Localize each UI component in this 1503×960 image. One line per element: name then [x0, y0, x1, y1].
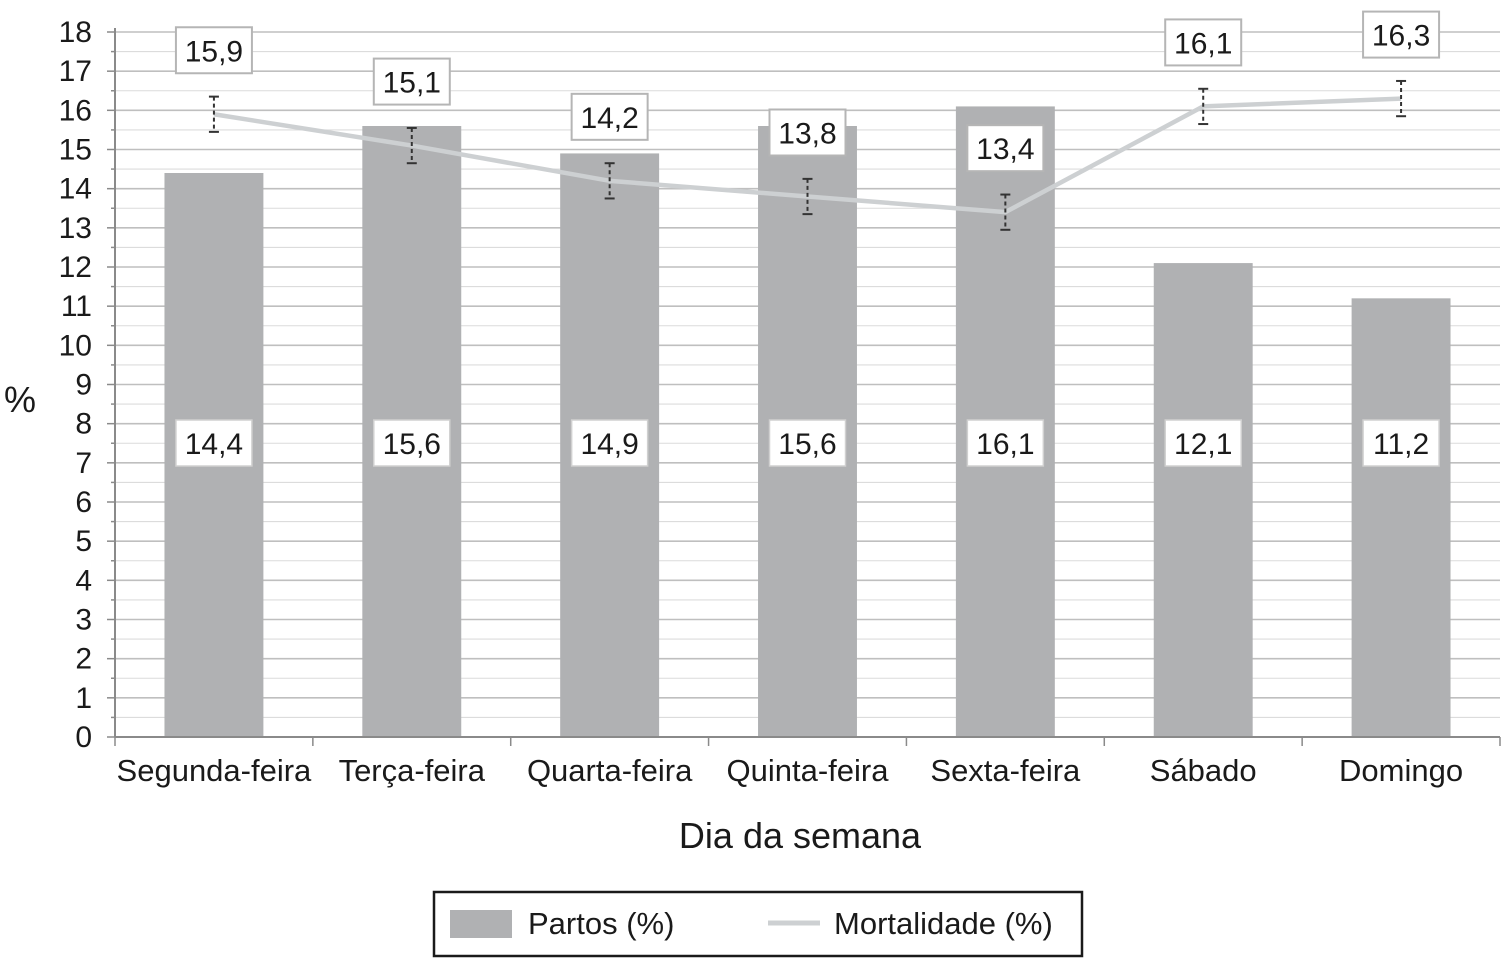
mortality-label-box: [1362, 10, 1441, 59]
mortality-value-label: 15,9: [185, 35, 243, 68]
mortality-label-box: [1164, 18, 1243, 67]
mortality-label-box: [570, 92, 649, 141]
y-tick-label: 10: [59, 329, 92, 362]
y-tick-label: 9: [75, 369, 92, 402]
partos-value-label: 15,6: [383, 428, 441, 461]
y-tick-label: 12: [59, 251, 92, 284]
x-tick-label: Domingo: [1339, 753, 1463, 788]
bar: [1351, 298, 1451, 737]
y-tick-label: 0: [75, 721, 92, 754]
mortality-value-label: 16,3: [1372, 20, 1430, 53]
y-tick-label: 17: [59, 55, 92, 88]
y-tick-label: 15: [59, 134, 92, 167]
y-tick-label: 3: [75, 604, 92, 637]
x-tick-label: Terça-feira: [339, 753, 486, 788]
data-labels: 15,9 15,1 14,2 13,8 13,4 16,1 16,3 14,4 15,6 14,9…: [174, 10, 1441, 467]
y-axis-title: %: [4, 379, 36, 420]
bar: [1153, 263, 1253, 737]
mortality-label-box: [372, 57, 451, 106]
y-tick-label: 7: [75, 447, 92, 480]
error-bar: [1396, 79, 1407, 118]
mortality-value-label: 13,8: [778, 118, 836, 151]
x-tick-label: Sexta-feira: [930, 753, 1081, 788]
partos-value-label: 15,6: [778, 428, 836, 461]
legend-box: [432, 890, 1084, 958]
y-tick-label: 8: [75, 408, 92, 441]
legend-swatch-partos: [450, 910, 512, 938]
legend: Partos (%) Mortalidade (%): [432, 890, 1084, 958]
y-tick-label: 6: [75, 486, 92, 519]
error-bar: [208, 95, 219, 133]
error-bar: [406, 126, 417, 165]
y-tick-label: 14: [59, 173, 92, 206]
partos-label-box: [966, 419, 1045, 467]
partos-value-label: 11,2: [1373, 428, 1429, 461]
y-tick-label: 13: [59, 212, 92, 245]
x-axis-title: Dia da semana: [679, 815, 922, 856]
y-tick-label: 11: [61, 290, 92, 323]
y-tick-label: 5: [75, 525, 92, 558]
legend-label-partos: Partos (%): [528, 906, 674, 941]
error-bar: [802, 177, 813, 216]
partos-value-label: 14,9: [580, 428, 638, 461]
mortality-label-box: [174, 26, 253, 75]
partos-value-label: 12,1: [1174, 428, 1232, 461]
mortality-value-label: 14,2: [580, 102, 638, 135]
partos-label-box: [1164, 419, 1242, 467]
x-tick-label: Sábado: [1150, 753, 1257, 788]
mortality-label-box: [966, 124, 1045, 173]
y-tick-label: 2: [75, 643, 92, 676]
x-tick-label: Segunda-feira: [117, 753, 313, 788]
mortality-value-label: 16,1: [1174, 27, 1232, 60]
error-bar: [1198, 87, 1209, 126]
partos-value-label: 16,1: [976, 428, 1034, 461]
partos-label-box: [570, 419, 649, 467]
mortality-value-label: 15,1: [383, 67, 441, 100]
mortality-label-box: [768, 108, 847, 157]
y-tick-label: 1: [75, 682, 92, 715]
partos-label-box: [175, 419, 253, 467]
partos-value-label: 14,4: [185, 428, 243, 461]
error-bar: [1000, 193, 1011, 231]
mortality-value-label: 13,4: [976, 133, 1034, 166]
y-tick-label: 16: [59, 94, 92, 127]
partos-label-box: [373, 419, 451, 467]
error-bar: [604, 162, 615, 200]
y-tick-label: 18: [59, 16, 92, 49]
x-tick-label: Quinta-feira: [727, 753, 890, 788]
partos-label-box: [1362, 419, 1440, 467]
x-tick-label: Quarta-feira: [527, 753, 693, 788]
y-tick-label: 4: [75, 564, 92, 597]
line-series: [208, 79, 1407, 231]
axes: 0123456789101112131415161718Segunda-feir…: [59, 16, 1501, 788]
partos-label-box: [768, 419, 847, 467]
legend-label-mortalidade: Mortalidade (%): [834, 906, 1053, 941]
